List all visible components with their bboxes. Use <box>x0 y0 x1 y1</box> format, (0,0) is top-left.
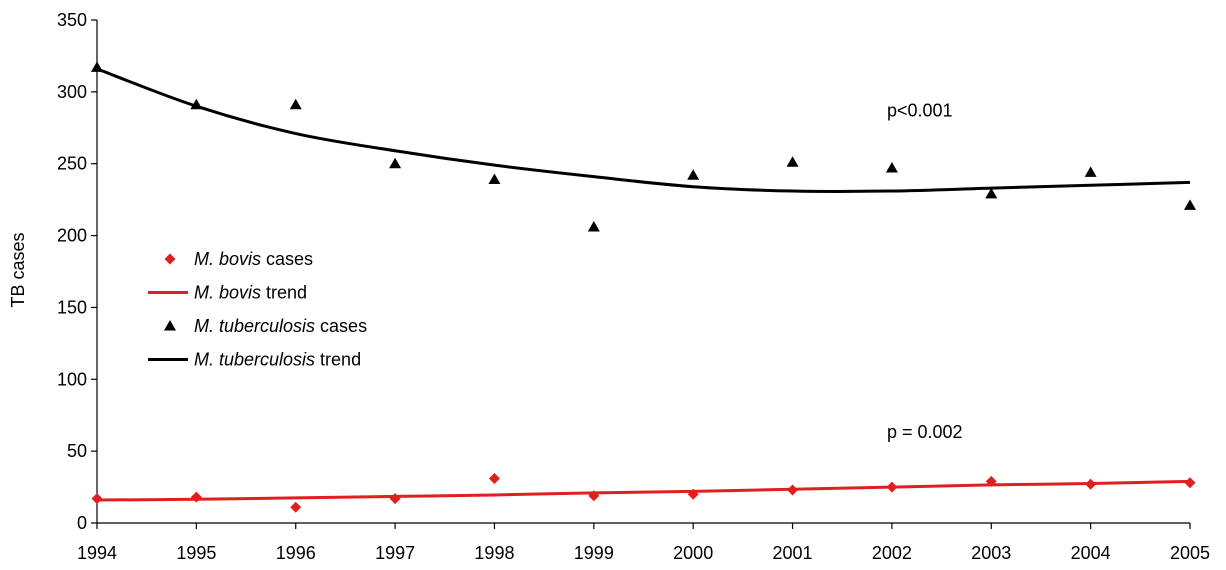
legend-marker-swatch <box>164 253 176 265</box>
series-layer <box>91 61 1196 513</box>
x-tick-label: 2002 <box>872 543 912 563</box>
x-tick-label: 1996 <box>276 543 316 563</box>
y-tick-label: 350 <box>57 10 87 30</box>
data-point <box>985 187 998 199</box>
legend-label: M. tuberculosis cases <box>194 316 367 336</box>
data-point <box>389 157 402 169</box>
x-tick-label: 1999 <box>574 543 614 563</box>
legend-label-suffix: trend <box>315 350 361 370</box>
x-tick-label: 2004 <box>1071 543 1111 563</box>
data-point <box>488 173 501 185</box>
y-tick-label: 150 <box>57 297 87 317</box>
y-tick-label: 100 <box>57 369 87 389</box>
data-point <box>289 98 302 110</box>
data-point <box>488 472 500 484</box>
legend-label-suffix: cases <box>261 249 313 269</box>
x-tick-label: 1994 <box>77 543 117 563</box>
data-point <box>885 162 898 173</box>
x-tick-label: 1997 <box>375 543 415 563</box>
data-point <box>1084 166 1097 177</box>
data-point <box>687 169 700 180</box>
y-tick-label: 200 <box>57 226 87 246</box>
annotations: p<0.001 p = 0.002 <box>887 100 963 442</box>
legend-label: M. tuberculosis trend <box>194 350 361 370</box>
legend-item: M. tuberculosis cases <box>164 316 367 336</box>
legend-item: M. bovis trend <box>148 283 307 303</box>
x-tick-label: 2000 <box>673 543 713 563</box>
y-tick-label: 300 <box>57 82 87 102</box>
data-point <box>290 501 302 513</box>
x-tick-label: 1995 <box>176 543 216 563</box>
legend-label-species: M. tuberculosis <box>194 316 315 336</box>
data-point <box>587 220 600 232</box>
data-point <box>786 156 799 167</box>
data-point <box>190 491 202 503</box>
trend-line <box>96 479 1191 502</box>
legend-item: M. bovis cases <box>164 249 313 269</box>
legend-label-species: M. tuberculosis <box>194 350 315 370</box>
series-2 <box>91 61 1196 232</box>
legend-label: M. bovis trend <box>194 283 307 303</box>
y-axis-label: TB cases <box>8 232 28 307</box>
y-tick-label: 0 <box>77 513 87 533</box>
x-tick-label: 2005 <box>1170 543 1210 563</box>
y-tick-label: 50 <box>67 441 87 461</box>
x-tick-label: 2003 <box>971 543 1011 563</box>
x-tick-label: 1998 <box>474 543 514 563</box>
trend-line <box>96 67 1191 193</box>
p-value-annotation: p<0.001 <box>887 100 953 120</box>
data-point <box>1184 199 1196 210</box>
legend-label-species: M. bovis <box>194 283 261 303</box>
p-value-annotation: p = 0.002 <box>887 422 963 442</box>
y-tick-label: 250 <box>57 154 87 174</box>
legend-label-suffix: trend <box>261 283 307 303</box>
axes: 0 50 100 150 200 250 300 350 1994 1995 1996 1997 199… <box>57 10 1210 563</box>
series-3 <box>96 67 1191 193</box>
legend-label-species: M. bovis <box>194 249 261 269</box>
data-point <box>389 493 401 505</box>
legend-marker-swatch <box>164 320 176 331</box>
legend-item: M. tuberculosis trend <box>148 350 361 370</box>
series-1 <box>96 479 1191 502</box>
legend-label: M. bovis cases <box>194 249 313 269</box>
x-tick-label: 2001 <box>773 543 813 563</box>
legend-label-suffix: cases <box>315 316 367 336</box>
